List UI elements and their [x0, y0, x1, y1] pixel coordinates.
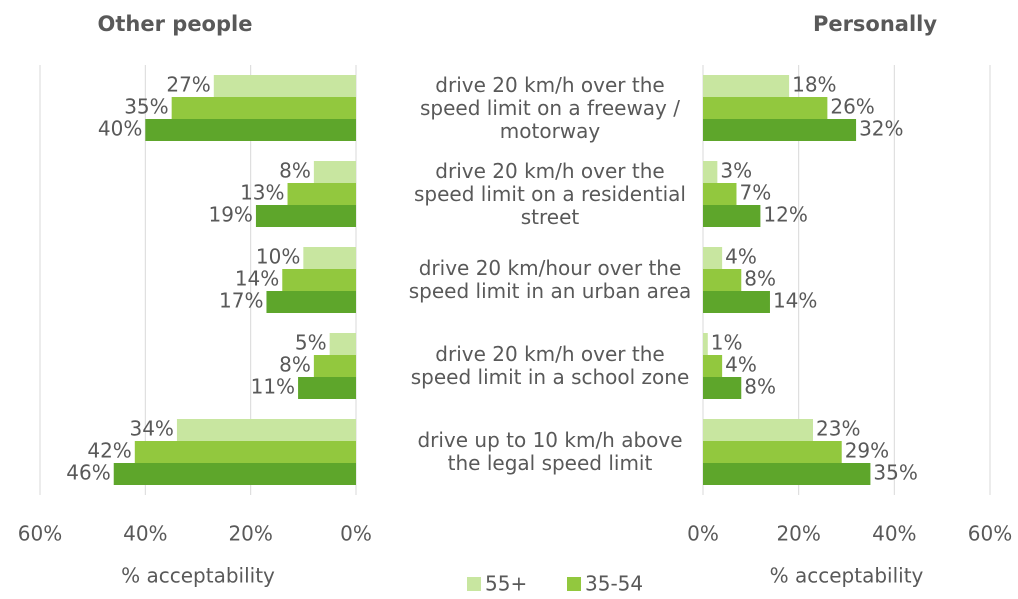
data-label: 11% [251, 375, 295, 399]
bar [703, 463, 871, 485]
data-label: 4% [725, 245, 757, 269]
bar [703, 355, 723, 377]
bar [703, 333, 708, 355]
legend-swatch [567, 577, 581, 591]
data-label: 19% [208, 203, 252, 227]
x-axis-label: % acceptability [121, 564, 275, 588]
bar [703, 377, 742, 399]
data-label: 7% [739, 181, 771, 205]
data-label: 23% [816, 417, 860, 441]
category-label: drive 20 km/h over the speed limit in a … [410, 342, 690, 389]
data-label: 14% [773, 289, 817, 313]
data-label: 3% [720, 159, 752, 183]
data-label: 8% [744, 375, 776, 399]
bar [703, 441, 842, 463]
bar [703, 183, 737, 205]
data-label: 14% [235, 267, 279, 291]
x-tick-label: 20% [228, 522, 272, 546]
legend-label: 35-54 [585, 572, 643, 596]
bar [703, 97, 828, 119]
bar [255, 205, 356, 227]
bar [176, 419, 356, 441]
data-label: 40% [98, 117, 142, 141]
data-label: 42% [87, 439, 131, 463]
x-tick-label: 40% [123, 522, 167, 546]
data-label: 13% [240, 181, 284, 205]
bar [703, 291, 770, 313]
bar [303, 247, 356, 269]
x-tick-label: 40% [872, 522, 916, 546]
bar [703, 161, 718, 183]
x-tick-label: 0% [687, 522, 719, 546]
bar [313, 355, 356, 377]
category-label: drive up to 10 km/h above the legal spee… [417, 428, 683, 475]
bar [703, 247, 723, 269]
data-label: 35% [124, 95, 168, 119]
category-label: drive 20 km/hour over the speed limit in… [408, 256, 692, 303]
legend-label: 55+ [485, 572, 527, 596]
bar [703, 205, 761, 227]
bar [329, 333, 356, 355]
bar [703, 269, 742, 291]
data-label: 34% [129, 417, 173, 441]
bar [266, 291, 356, 313]
data-label: 29% [845, 439, 889, 463]
bar [703, 419, 814, 441]
x-tick-label: 0% [340, 522, 372, 546]
bar [171, 97, 356, 119]
x-tick-label: 20% [776, 522, 820, 546]
data-label: 4% [725, 353, 757, 377]
legend-swatch [467, 577, 481, 591]
data-label: 26% [830, 95, 874, 119]
data-label: 8% [279, 159, 311, 183]
data-label: 35% [873, 461, 917, 485]
bar [113, 463, 356, 485]
bar [213, 75, 356, 97]
data-label: 8% [744, 267, 776, 291]
chart-title: Other people [98, 12, 253, 36]
data-label: 1% [711, 331, 743, 355]
category-label: drive 20 km/h over the speed limit on a … [420, 72, 680, 143]
data-label: 17% [219, 289, 263, 313]
bar [703, 75, 790, 97]
data-label: 27% [166, 73, 210, 97]
x-tick-label: 60% [18, 522, 62, 546]
data-label: 32% [859, 117, 903, 141]
data-label: 5% [295, 331, 327, 355]
data-label: 12% [763, 203, 807, 227]
x-axis-label: % acceptability [770, 564, 924, 588]
chart-title: Personally [813, 12, 937, 36]
bar [298, 377, 356, 399]
data-label: 8% [279, 353, 311, 377]
bar [703, 119, 857, 141]
bar [313, 161, 356, 183]
data-label: 46% [66, 461, 110, 485]
x-tick-label: 60% [968, 522, 1012, 546]
data-label: 18% [792, 73, 836, 97]
bar [145, 119, 356, 141]
bar [282, 269, 356, 291]
category-label: drive 20 km/h over the speed limit on a … [414, 158, 686, 229]
data-label: 10% [256, 245, 300, 269]
bar [134, 441, 356, 463]
bar [287, 183, 356, 205]
